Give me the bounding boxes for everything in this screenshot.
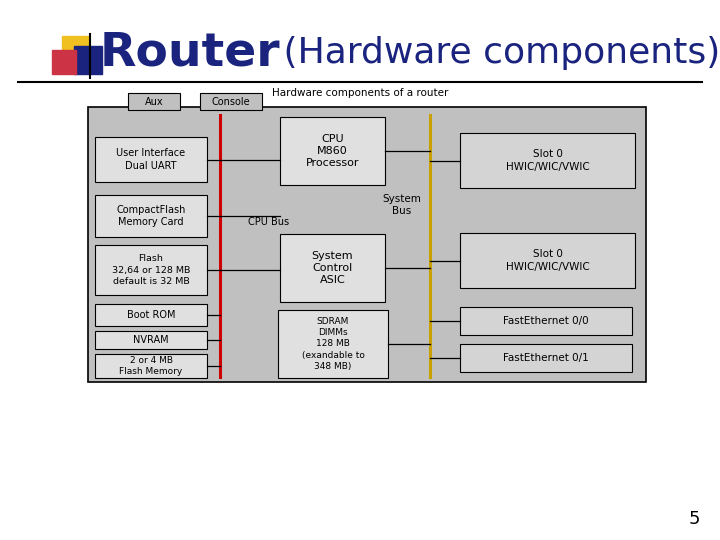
Text: Slot 0
HWIC/WIC/VWIC: Slot 0 HWIC/WIC/VWIC — [505, 149, 590, 172]
Bar — [460, 344, 632, 372]
Bar — [52, 50, 76, 74]
Bar — [460, 307, 632, 335]
Text: Boot ROM: Boot ROM — [127, 310, 175, 320]
Bar — [280, 234, 385, 302]
Text: System
Control
ASIC: System Control ASIC — [312, 251, 354, 286]
Bar — [280, 117, 385, 185]
Text: User Interface
Dual UART: User Interface Dual UART — [117, 148, 186, 171]
Text: Slot 0
HWIC/WIC/VWIC: Slot 0 HWIC/WIC/VWIC — [505, 249, 590, 272]
Bar — [460, 133, 635, 188]
Bar — [88, 107, 646, 382]
Text: FastEthernet 0/1: FastEthernet 0/1 — [503, 353, 589, 363]
Text: FastEthernet 0/0: FastEthernet 0/0 — [503, 316, 589, 326]
Text: CPU
M860
Processor: CPU M860 Processor — [306, 133, 359, 168]
Text: CompactFlash
Memory Card: CompactFlash Memory Card — [117, 205, 186, 227]
Bar — [200, 93, 262, 110]
Bar — [95, 245, 207, 295]
Bar — [95, 137, 207, 182]
Text: (Hardware components): (Hardware components) — [272, 36, 720, 70]
Bar — [278, 310, 388, 378]
Text: Hardware components of a router: Hardware components of a router — [272, 88, 448, 98]
Bar — [128, 93, 180, 110]
Bar — [460, 233, 635, 288]
Bar — [74, 46, 102, 74]
Text: Console: Console — [212, 97, 251, 107]
Text: Aux: Aux — [145, 97, 163, 107]
Text: 2 or 4 MB
Flash Memory: 2 or 4 MB Flash Memory — [120, 356, 183, 376]
Bar — [95, 331, 207, 349]
Bar — [95, 304, 207, 326]
Bar — [95, 354, 207, 378]
Text: 5: 5 — [688, 510, 700, 528]
Bar — [95, 195, 207, 237]
Text: SDRAM
DIMMs
128 MB
(exandable to
348 MB): SDRAM DIMMs 128 MB (exandable to 348 MB) — [302, 318, 364, 370]
Text: CPU Bus: CPU Bus — [248, 217, 289, 227]
Text: Flash
32,64 or 128 MB
default is 32 MB: Flash 32,64 or 128 MB default is 32 MB — [112, 254, 190, 286]
Text: Router: Router — [100, 30, 281, 76]
Text: System
Bus: System Bus — [382, 194, 421, 216]
Text: NVRAM: NVRAM — [133, 335, 168, 345]
Bar — [62, 36, 88, 62]
